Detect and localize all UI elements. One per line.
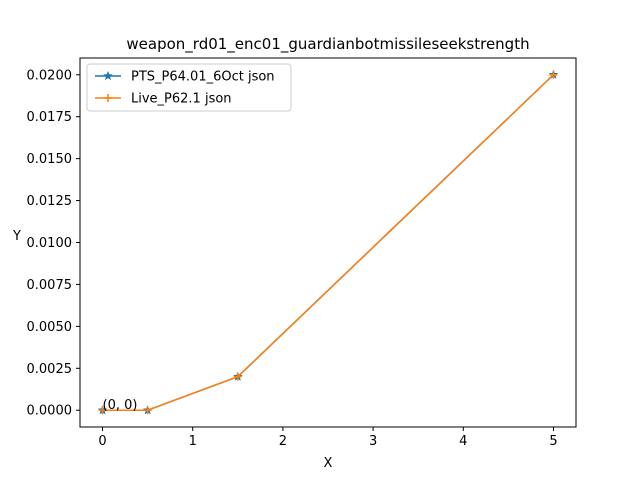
legend-entry-0: PTS_P64.01_6Oct json (95, 70, 275, 85)
legend-box (86, 63, 292, 112)
legend: PTS_P64.01_6Oct json Live_P62.1 json (86, 63, 292, 112)
data-point-1-0 (98, 406, 107, 415)
x-tick-label: 4 (459, 434, 467, 449)
y-tick-label: 0.0200 (27, 68, 73, 83)
y-tick-label: 0.0000 (27, 404, 73, 419)
legend-marker-0 (103, 70, 113, 81)
x-axis-label: X (324, 456, 333, 471)
y-tick-label: 0.0150 (27, 152, 73, 167)
x-axis-ticks: 0 1 2 3 4 5 (98, 427, 558, 449)
series-layer (97, 69, 559, 415)
legend-marker-1 (104, 94, 112, 102)
y-tick-label: 0.0100 (27, 236, 73, 251)
plot-frame (79, 57, 577, 428)
y-tick-label: 0.0125 (27, 194, 73, 209)
x-tick-label: 2 (279, 434, 287, 449)
legend-label-0: PTS_P64.01_6Oct json (131, 70, 275, 85)
y-tick-label: 0.0050 (27, 320, 73, 335)
data-point-1-1 (143, 406, 152, 415)
x-tick-label: 1 (189, 434, 197, 449)
legend-label-1: Live_P62.1 json (131, 92, 232, 107)
x-tick-label: 3 (369, 434, 377, 449)
data-point-1-2 (233, 372, 242, 381)
y-tick-label: 0.0025 (27, 362, 73, 377)
annotation-layer: (0, 0) (103, 398, 138, 413)
y-axis-ticks: 0.0000 0.0025 0.0050 0.0075 0.0100 0.0125 0.01… (27, 68, 80, 419)
data-point-1-3 (549, 70, 558, 79)
x-tick-label: 0 (98, 434, 106, 449)
plot-area (79, 57, 577, 428)
y-axis-label: Y (12, 229, 21, 244)
legend-entry-1: Live_P62.1 json (95, 92, 232, 107)
y-tick-label: 0.0175 (27, 110, 73, 125)
chart-title: weapon_rd01_enc01_guardianbotmissileseek… (126, 35, 529, 54)
x-tick-label: 5 (549, 434, 557, 449)
annotation-label: (0, 0) (103, 398, 138, 413)
series-1 (98, 70, 558, 415)
y-tick-label: 0.0075 (27, 278, 73, 293)
series-line-1 (102, 74, 554, 411)
